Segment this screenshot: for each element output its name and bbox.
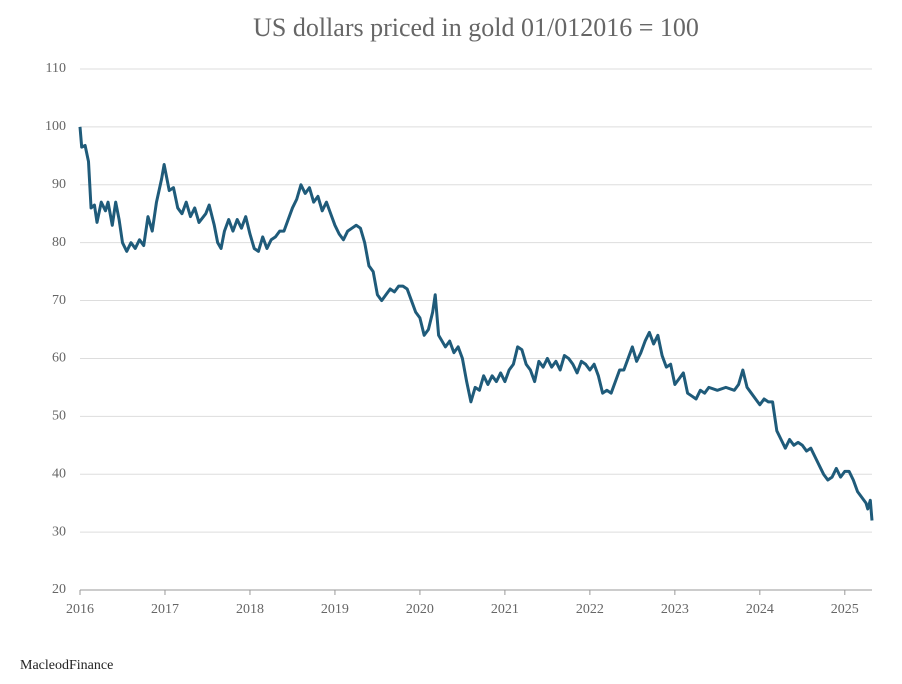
x-tick-label: 2022 (576, 602, 604, 617)
y-tick-label: 60 (52, 351, 66, 366)
x-tick-label: 2021 (491, 602, 519, 617)
y-tick-label: 80 (52, 235, 66, 250)
x-tick-label: 2025 (831, 602, 859, 617)
y-tick-label: 40 (52, 466, 66, 481)
x-tick-label: 2018 (236, 602, 264, 617)
x-tick-label: 2019 (321, 602, 349, 617)
y-tick-label: 110 (46, 61, 66, 76)
y-tick-label: 50 (52, 409, 66, 424)
x-tick-label: 2016 (66, 602, 94, 617)
chart-title: US dollars priced in gold 01/012016 = 10… (253, 13, 699, 42)
source: MacleodFinance (20, 658, 113, 673)
x-tick-label: 2017 (151, 602, 179, 617)
y-tick-label: 30 (52, 524, 66, 539)
x-tick-label: 2024 (746, 602, 774, 617)
x-tick-label: 2020 (406, 602, 434, 617)
y-tick-label: 90 (52, 177, 66, 192)
x-tick-label: 2023 (661, 602, 689, 617)
line (78, 126, 874, 521)
y-tick-label: 70 (52, 293, 66, 308)
y-tick-label: 20 (52, 582, 66, 597)
y-tick-label: 100 (45, 119, 66, 134)
